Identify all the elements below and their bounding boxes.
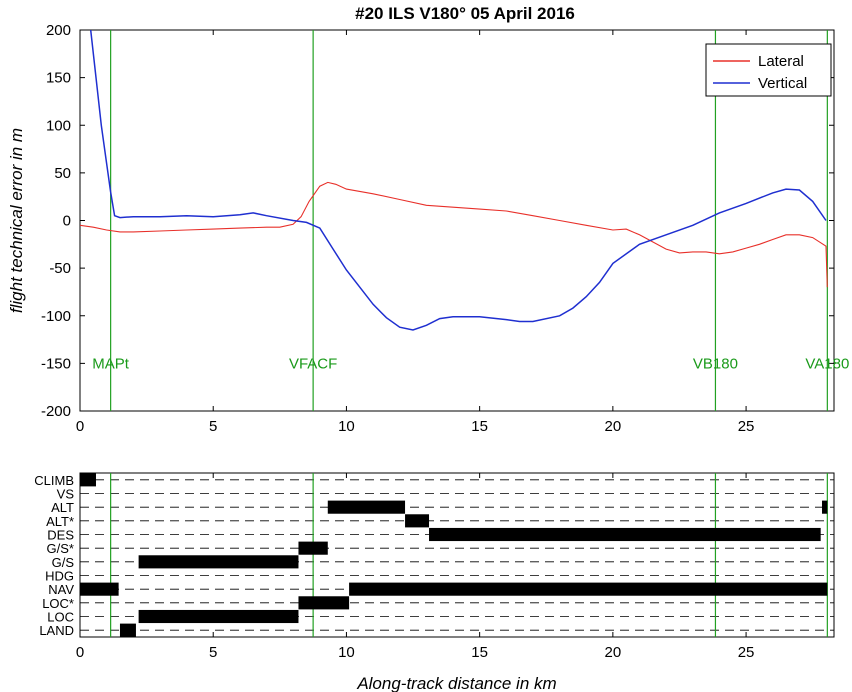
- x-tick-label: 10: [338, 418, 355, 435]
- y-tick-label: -50: [49, 260, 71, 277]
- waypoint-label: MAPt: [92, 355, 130, 372]
- x-tick-label: 5: [209, 644, 217, 661]
- y-tick-label: -200: [41, 403, 71, 420]
- y-tick-label: 0: [63, 213, 71, 230]
- series-line-vertical: [89, 30, 827, 331]
- x-tick-label: 15: [471, 418, 488, 435]
- y-tick-label: 200: [46, 22, 71, 39]
- chart-title: #20 ILS V180° 05 April 2016: [355, 4, 575, 23]
- mode-bar: [138, 555, 299, 569]
- legend-box: [705, 43, 832, 97]
- y-tick-label: 50: [54, 165, 71, 182]
- legend-entry: Lateral: [758, 53, 804, 70]
- mode-bar: [298, 596, 350, 610]
- timeline-frame: [79, 472, 835, 638]
- x-axis-label: Along-track distance in km: [356, 674, 556, 692]
- waypoint-label: VB180: [693, 355, 738, 372]
- y-tick-label: -150: [41, 355, 71, 372]
- x-tick-label: 5: [209, 418, 217, 435]
- mode-bar: [80, 473, 96, 487]
- mode-label: HDG: [45, 569, 74, 584]
- legend: Lateral Vertical: [705, 43, 832, 97]
- series-line-lateral: [80, 181, 828, 288]
- x-tick-label: 20: [605, 644, 622, 661]
- mode-label: NAV: [48, 582, 74, 597]
- waypoint-label: VA180: [805, 355, 849, 372]
- mode-bar: [119, 623, 136, 637]
- mode-bar: [822, 500, 828, 514]
- error-plot: 0 5 10 15 20 25 -200 -150 -100 -50 0 50 100 150 200 fli…: [7, 22, 849, 435]
- mode-bar: [138, 609, 299, 624]
- mode-bar: [349, 582, 828, 596]
- x-tick-label: 0: [76, 644, 84, 661]
- mode-timeline: CLIMBVSALTALT*DESG/S*G/SHDGNAVLOC*LOCLAN…: [34, 472, 835, 692]
- y-tick-label: -100: [41, 308, 71, 325]
- y-axis-label: flight technical error in m: [7, 128, 26, 313]
- mode-bar: [429, 527, 821, 542]
- y-tick-label: 150: [46, 70, 71, 87]
- mode-label: LOC: [47, 610, 74, 625]
- mode-label: VS: [57, 487, 75, 502]
- mode-bar: [405, 514, 430, 528]
- x-tick-label: 10: [338, 644, 355, 661]
- mode-label: ALT*: [46, 514, 74, 529]
- legend-entry: Vertical: [758, 75, 807, 92]
- mode-label: G/S: [52, 555, 75, 570]
- x-tick-label: 25: [738, 644, 755, 661]
- y-tick-label: 100: [46, 117, 71, 134]
- mode-label: LOC*: [42, 596, 74, 611]
- waypoint-label: VFACF: [289, 355, 337, 372]
- x-tick-label: 0: [76, 418, 84, 435]
- mode-bar: [80, 582, 119, 596]
- x-tick-label: 20: [605, 418, 622, 435]
- mode-label: ALT: [51, 500, 74, 515]
- mode-label: CLIMB: [34, 473, 74, 488]
- x-tick-label: 15: [471, 644, 488, 661]
- mode-bar: [298, 541, 328, 555]
- mode-label: G/S*: [47, 541, 74, 556]
- mode-bar: [327, 500, 406, 514]
- mode-label: LAND: [39, 623, 74, 638]
- x-tick-label: 25: [738, 418, 755, 435]
- mode-label: DES: [47, 528, 74, 543]
